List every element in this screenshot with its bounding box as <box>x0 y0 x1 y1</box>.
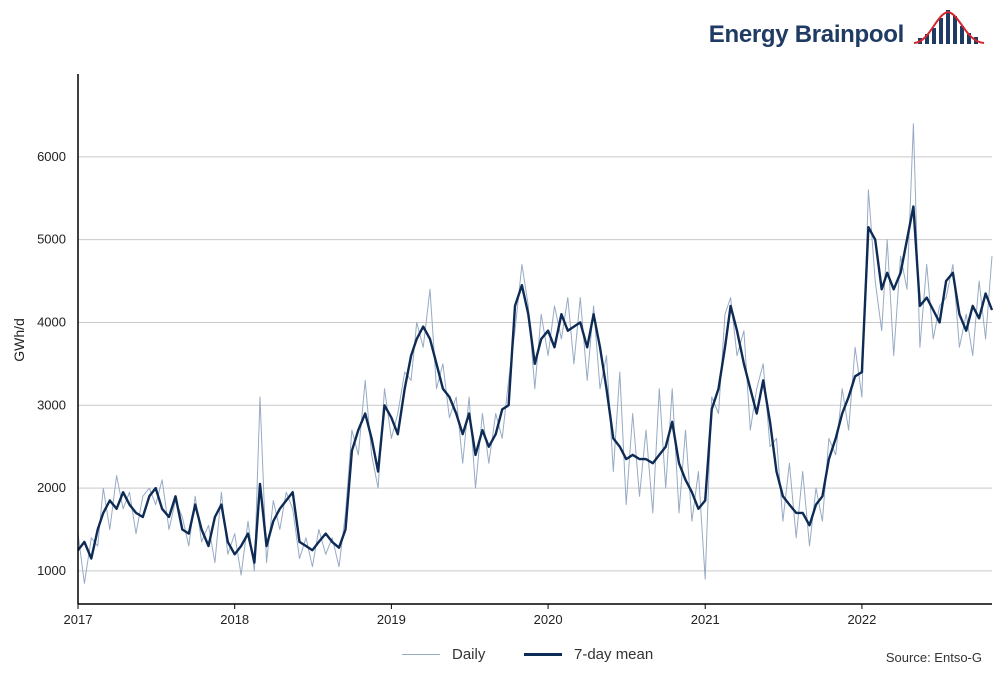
legend-swatch-daily <box>402 654 440 655</box>
x-tick-label: 2022 <box>847 612 876 627</box>
legend: Daily 7-day mean <box>0 646 1000 670</box>
y-axis-title: GWh/d <box>11 318 27 362</box>
brand-logo: Energy Brainpool <box>709 6 996 48</box>
x-tick-label: 2018 <box>220 612 249 627</box>
y-tick-label: 6000 <box>37 149 66 164</box>
y-tick-label: 1000 <box>37 563 66 578</box>
x-tick-label: 2019 <box>377 612 406 627</box>
axes <box>77 74 992 609</box>
y-tick-label: 4000 <box>37 314 66 329</box>
y-tick-label: 2000 <box>37 480 66 495</box>
legend-label-mean: 7-day mean <box>574 646 654 663</box>
legend-label-daily: Daily <box>452 646 486 663</box>
bar-bell-curve-icon <box>913 10 985 44</box>
x-tick-labels: 2017 2018 2019 2020 2021 2022 <box>64 612 877 627</box>
gridlines <box>78 156 992 572</box>
legend-item-mean: 7-day mean <box>524 646 653 663</box>
y-tick-labels: 1000 2000 3000 4000 5000 6000 <box>37 149 66 578</box>
x-tick-label: 2021 <box>691 612 720 627</box>
y-tick-label: 5000 <box>37 232 66 247</box>
legend-item-daily: Daily <box>402 646 485 663</box>
brand-name: Energy Brainpool <box>708 21 905 48</box>
x-tick-label: 2020 <box>534 612 563 627</box>
source-note: Source: Entso-G <box>885 650 982 665</box>
mean-series <box>77 205 994 564</box>
mean-line <box>77 205 994 564</box>
x-tick-label: 2017 <box>64 612 93 627</box>
legend-swatch-mean <box>524 653 562 656</box>
y-tick-label: 3000 <box>37 397 66 412</box>
